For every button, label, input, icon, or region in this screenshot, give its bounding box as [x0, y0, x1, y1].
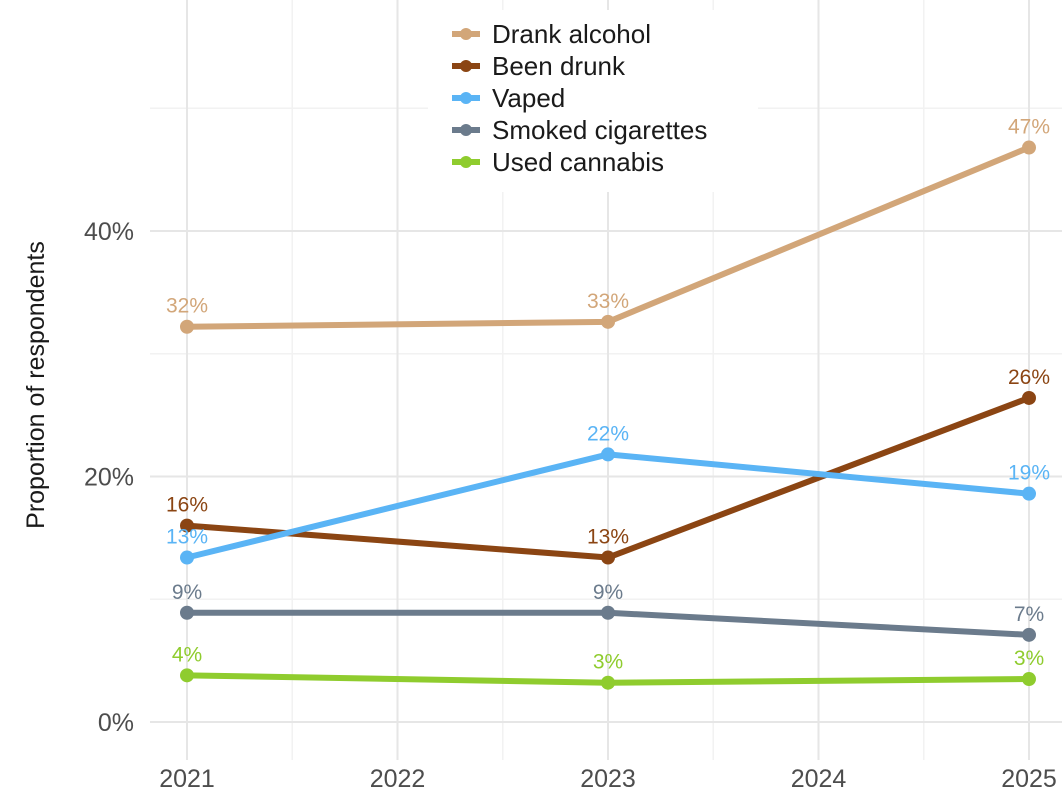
x-axis-tick-labels: 2021 2022 2023 2024 2025: [159, 765, 1057, 792]
legend-swatch-point: [460, 156, 472, 168]
data-label: 16%: [166, 494, 208, 517]
data-label: 4%: [172, 643, 202, 666]
series-smoked-cigarettes: 9% 9% 7%: [172, 581, 1044, 642]
data-label: 26%: [1008, 366, 1050, 389]
series-drank-alcohol: 32% 33% 47%: [166, 116, 1050, 334]
x-tick-label: 2021: [159, 765, 215, 792]
data-point: [1022, 486, 1036, 501]
y-axis-title: Proportion of respondents: [22, 241, 50, 529]
data-point: [180, 518, 194, 533]
legend-background: [428, 10, 758, 192]
x-tick-label: 2022: [370, 765, 426, 792]
legend-item: Drank alcohol: [452, 19, 651, 49]
series-used-cannabis: 4% 3% 3%: [172, 643, 1044, 690]
x-tick-label: 2024: [791, 765, 847, 792]
legend-item: Been drunk: [452, 51, 626, 81]
data-point: [180, 319, 194, 334]
data-point: [180, 668, 194, 683]
data-label: 22%: [587, 422, 629, 445]
legend-swatch-point: [460, 28, 472, 40]
data-point: [1022, 672, 1036, 687]
data-label: 3%: [1014, 647, 1044, 670]
data-point: [601, 605, 615, 620]
data-label: 9%: [172, 581, 202, 604]
data-label: 13%: [166, 526, 208, 549]
series-been-drunk: 16% 13% 26%: [166, 366, 1050, 565]
data-label: 32%: [166, 295, 208, 318]
data-point: [601, 675, 615, 690]
x-tick-label: 2025: [1001, 765, 1057, 792]
data-point: [601, 447, 615, 462]
data-label: 19%: [1008, 462, 1050, 485]
data-point: [601, 550, 615, 565]
data-label: 7%: [1014, 603, 1044, 626]
legend-label: Drank alcohol: [492, 19, 651, 49]
legend-item: Used cannabis: [452, 147, 664, 177]
y-axis-tick-labels: 0% 20% 40%: [84, 218, 134, 737]
y-tick-label: 0%: [98, 709, 134, 737]
legend-item: Smoked cigarettes: [452, 115, 707, 145]
legend-label: Smoked cigarettes: [492, 115, 707, 145]
legend-label: Vaped: [492, 83, 565, 113]
data-label: 3%: [593, 651, 623, 674]
legend-item: Vaped: [452, 83, 565, 113]
legend-swatch-point: [460, 60, 472, 72]
data-point: [1022, 390, 1036, 405]
series-vaped: 13% 22% 19%: [166, 422, 1050, 565]
legend-label: Used cannabis: [492, 147, 664, 177]
data-point: [180, 550, 194, 565]
data-label: 47%: [1008, 116, 1050, 139]
data-label: 9%: [593, 581, 623, 604]
data-label: 33%: [587, 290, 629, 313]
data-point: [601, 314, 615, 329]
data-point: [180, 605, 194, 620]
x-tick-label: 2023: [580, 765, 636, 792]
data-label: 13%: [587, 526, 629, 549]
y-tick-label: 20%: [84, 464, 134, 492]
series-layer: 32% 33% 47% 16% 13% 26% 13% 22% 19% 9% 9% 7% 4% 3% 3%: [166, 116, 1050, 690]
legend-label: Been drunk: [492, 51, 626, 81]
data-point: [1022, 140, 1036, 155]
y-tick-label: 40%: [84, 218, 134, 246]
legend-swatch-point: [460, 124, 472, 136]
data-point: [1022, 627, 1036, 642]
legend-swatch-point: [460, 92, 472, 104]
